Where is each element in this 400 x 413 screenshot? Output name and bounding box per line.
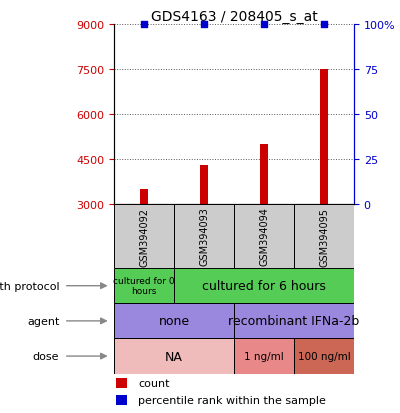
FancyBboxPatch shape xyxy=(174,204,234,268)
Text: agent: agent xyxy=(27,316,59,326)
Text: NA: NA xyxy=(165,350,183,363)
Point xyxy=(141,21,147,28)
FancyBboxPatch shape xyxy=(114,339,234,374)
Point xyxy=(201,21,207,28)
FancyBboxPatch shape xyxy=(294,204,354,268)
Bar xyxy=(116,378,127,389)
Text: count: count xyxy=(138,378,170,388)
Bar xyxy=(140,190,148,204)
FancyBboxPatch shape xyxy=(234,339,294,374)
FancyBboxPatch shape xyxy=(174,268,354,304)
Text: GSM394093: GSM394093 xyxy=(199,207,209,266)
Bar xyxy=(320,70,328,204)
FancyBboxPatch shape xyxy=(294,339,354,374)
FancyBboxPatch shape xyxy=(114,304,234,339)
Point xyxy=(321,21,327,28)
Text: recombinant IFNa-2b: recombinant IFNa-2b xyxy=(228,315,360,328)
Title: GDS4163 / 208405_s_at: GDS4163 / 208405_s_at xyxy=(151,10,317,24)
Text: GSM394094: GSM394094 xyxy=(259,207,269,266)
Text: 100 ng/ml: 100 ng/ml xyxy=(298,351,350,361)
Text: GSM394095: GSM394095 xyxy=(319,207,329,266)
Text: none: none xyxy=(158,315,190,328)
Text: dose: dose xyxy=(33,351,59,361)
Text: percentile rank within the sample: percentile rank within the sample xyxy=(138,395,326,405)
Bar xyxy=(200,166,208,204)
Point xyxy=(261,21,267,28)
Text: GSM394092: GSM394092 xyxy=(139,207,149,266)
Text: cultured for 0
hours: cultured for 0 hours xyxy=(113,276,175,296)
FancyBboxPatch shape xyxy=(234,304,354,339)
FancyBboxPatch shape xyxy=(114,268,174,304)
FancyBboxPatch shape xyxy=(114,204,174,268)
Bar xyxy=(260,145,268,204)
Text: cultured for 6 hours: cultured for 6 hours xyxy=(202,280,326,292)
FancyBboxPatch shape xyxy=(234,204,294,268)
Text: growth protocol: growth protocol xyxy=(0,281,59,291)
Text: 1 ng/ml: 1 ng/ml xyxy=(244,351,284,361)
Bar xyxy=(116,395,127,406)
